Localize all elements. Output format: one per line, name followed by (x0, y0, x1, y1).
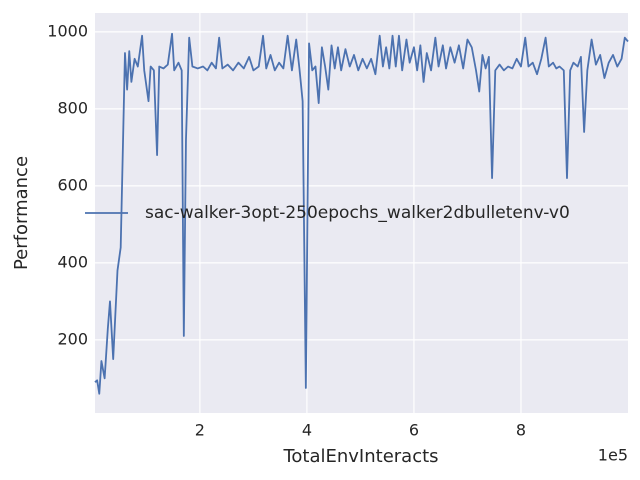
y-tick-label: 200 (57, 329, 88, 348)
y-tick-label: 800 (57, 98, 88, 117)
x-offset-label: 1e5 (598, 446, 628, 465)
data-line (94, 32, 629, 395)
x-tick-label: 2 (195, 421, 205, 440)
x-tick-label: 6 (409, 421, 419, 440)
y-tick-label: 400 (57, 252, 88, 271)
x-tick-label: 4 (302, 421, 312, 440)
y-tick-label: 1000 (47, 21, 88, 40)
x-tick-label: 8 (516, 421, 526, 440)
y-tick-label: 600 (57, 175, 88, 194)
y-axis-label: Performance (11, 156, 32, 270)
legend-label: sac-walker-3opt-250epochs_walker2dbullet… (145, 203, 570, 223)
plot-area (95, 13, 628, 413)
x-axis-label: TotalEnvInteracts (282, 446, 438, 467)
